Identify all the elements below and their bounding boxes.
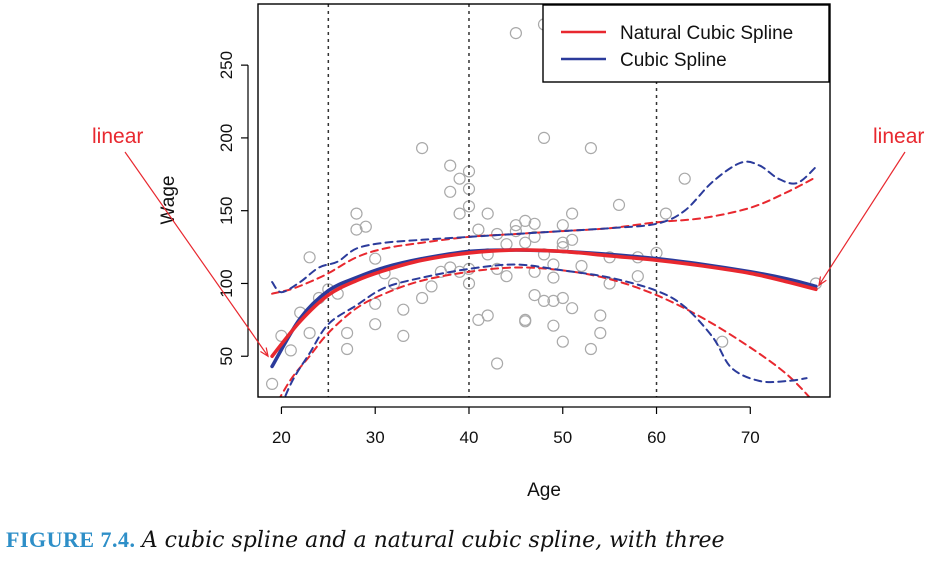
data-point — [491, 227, 504, 241]
data-point — [584, 142, 598, 155]
data-point — [612, 198, 626, 211]
data-point — [594, 309, 607, 322]
data-point — [500, 270, 513, 283]
data-point — [266, 377, 279, 390]
data-point — [350, 207, 363, 220]
data-point — [481, 207, 494, 220]
annotations: linear linear — [92, 125, 924, 358]
data-point — [547, 319, 560, 332]
data-point — [453, 207, 466, 220]
data-point — [537, 131, 551, 144]
data-point — [556, 219, 569, 232]
data-point — [556, 291, 569, 305]
data-point — [659, 207, 673, 220]
annotation-arrow-left-head — [260, 347, 269, 358]
data-point — [575, 259, 588, 273]
data-point — [387, 277, 401, 290]
x-axis-title: Age — [527, 480, 561, 501]
y-tick-label: 250 — [217, 51, 236, 79]
legend-box — [542, 4, 830, 83]
natural-cubic-spline-fit — [270, 248, 818, 358]
data-point — [594, 326, 607, 340]
data-point — [350, 223, 363, 236]
data-point — [509, 225, 523, 238]
legend: Natural Cubic Spline Cubic Spline — [542, 4, 830, 83]
x-tick-label: 70 — [741, 428, 760, 447]
data-point — [556, 335, 569, 348]
data-point — [491, 357, 504, 370]
data-point — [303, 326, 316, 340]
data-point — [303, 251, 316, 264]
data-point — [472, 223, 485, 236]
cubic-spline-upper-band — [271, 160, 817, 294]
x-axis: 20 30 40 50 60 70 — [272, 406, 760, 447]
data-point — [444, 159, 457, 172]
y-tick-label: 200 — [217, 124, 236, 152]
data-point — [565, 233, 579, 246]
data-point — [397, 303, 410, 316]
x-tick-label: 40 — [460, 428, 479, 447]
data-point — [537, 294, 551, 307]
figure-caption: FIGURE 7.4. A cubic spline and a natural… — [6, 527, 725, 553]
y-axis: 50 100 150 200 250 — [217, 51, 249, 366]
x-tick-label: 60 — [647, 428, 666, 447]
natural-cubic-spline-lower-band — [279, 266, 811, 397]
data-point — [481, 309, 494, 322]
x-tick-label: 50 — [553, 428, 572, 447]
data-point — [678, 172, 691, 185]
data-point — [509, 26, 523, 40]
natural-cubic-spline-upper-band — [271, 176, 817, 295]
data-point — [500, 238, 513, 251]
data-point — [369, 318, 382, 331]
data-point — [528, 289, 541, 302]
annotation-arrow-right-head — [818, 276, 827, 287]
data-point — [528, 230, 541, 243]
caption-text: A cubic spline and a natural cubic splin… — [141, 528, 725, 553]
data-point — [565, 207, 579, 220]
data-point — [341, 326, 354, 340]
annotation-linear-left: linear — [92, 125, 143, 148]
data-point — [547, 294, 560, 307]
data-point — [369, 252, 382, 265]
cubic-spline-lower-band — [283, 263, 808, 397]
caption-label: FIGURE 7.4. — [6, 527, 136, 552]
y-tick-label: 150 — [217, 197, 236, 225]
data-point — [528, 217, 541, 230]
data-point — [631, 270, 644, 283]
data-point — [547, 271, 560, 284]
data-point — [284, 344, 297, 357]
y-tick-label: 50 — [217, 347, 236, 366]
data-point — [584, 342, 598, 356]
legend-label-natural: Natural Cubic Spline — [620, 23, 793, 44]
y-tick-label: 100 — [217, 269, 236, 297]
annotation-linear-right: linear — [873, 125, 924, 148]
data-point — [397, 329, 410, 342]
data-point — [519, 315, 532, 328]
data-point — [416, 142, 429, 155]
data-point — [341, 342, 354, 356]
data-point — [444, 185, 457, 198]
y-axis-title: Wage — [158, 176, 179, 225]
x-tick-label: 30 — [366, 428, 385, 447]
annotation-arrow-right — [818, 151, 906, 286]
data-point — [519, 214, 532, 227]
legend-label-cubic: Cubic Spline — [620, 50, 727, 71]
data-point — [556, 236, 569, 249]
data-point — [565, 302, 579, 315]
data-point — [425, 280, 438, 293]
data-point — [453, 172, 466, 185]
spline-chart: 20 30 40 50 60 70 50 100 150 200 250 Age Wage Nat… — [92, 3, 924, 501]
plot-frame — [257, 3, 831, 398]
data-point — [359, 220, 372, 233]
x-tick-label: 20 — [272, 428, 291, 447]
data-point — [416, 291, 429, 305]
annotation-arrow-left — [124, 151, 269, 357]
spline-curves — [270, 160, 818, 397]
